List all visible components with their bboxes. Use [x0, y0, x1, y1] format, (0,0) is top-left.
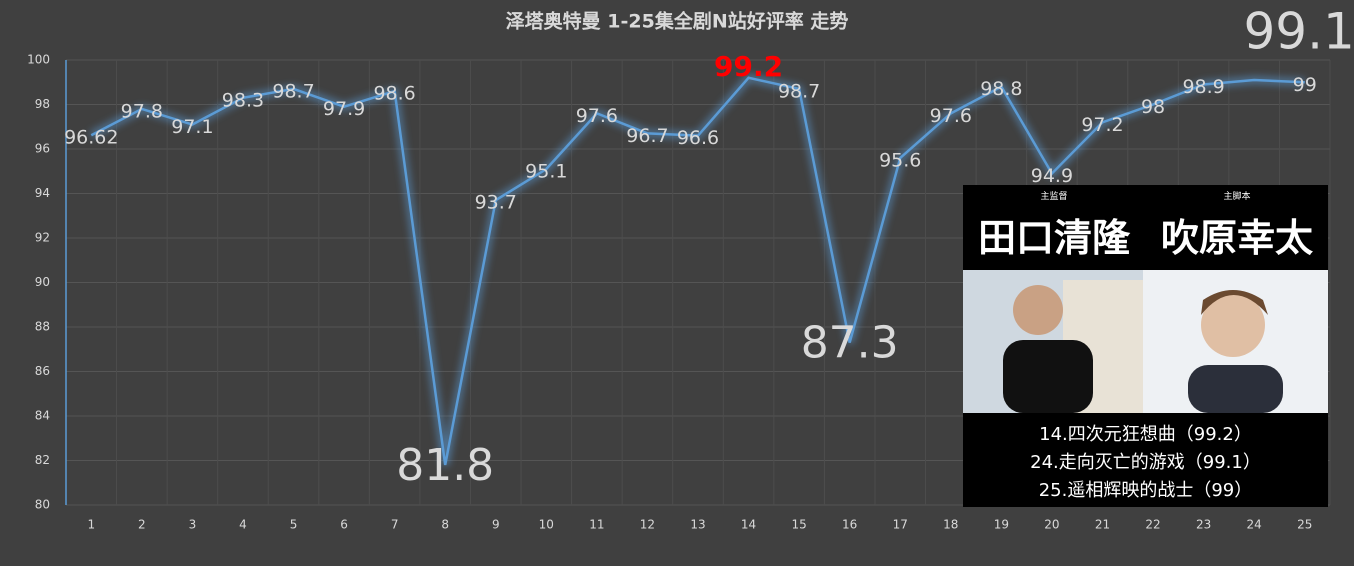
inset-panel: 主监督 主脚本 田口清隆 吹原幸太 14.四次元狂想曲（99.2） 24.走向灭…: [963, 185, 1328, 507]
x-tick-label: 20: [1044, 518, 1059, 532]
notes: 14.四次元狂想曲（99.2） 24.走向灭亡的游戏（99.1） 25.遥相辉映…: [963, 421, 1328, 505]
x-tick-label: 21: [1095, 518, 1110, 532]
note: 14.四次元狂想曲（99.2）: [1039, 424, 1252, 445]
photo: [963, 270, 1328, 413]
staff-name: 吹原幸太: [1160, 216, 1313, 260]
y-tick-label: 100: [27, 53, 50, 67]
y-tick-label: 94: [35, 186, 50, 200]
x-tick-label: 13: [690, 518, 705, 532]
x-tick-label: 19: [994, 518, 1009, 532]
line: [90, 76, 1305, 466]
x-tick-label: 12: [640, 518, 655, 532]
data-label: 98.7: [778, 80, 820, 102]
x-tick-label: 18: [943, 518, 958, 532]
data-label: 96.7: [626, 125, 668, 147]
x-tick-label: 5: [290, 518, 298, 532]
data-label: 95.1: [525, 161, 567, 183]
y-tick-label: 90: [35, 275, 50, 289]
data-label: 98.7: [272, 80, 314, 102]
data-label: 97.9: [323, 98, 365, 120]
y-tick-label: 98: [35, 97, 50, 111]
y-tick-label: 80: [35, 498, 50, 512]
x-tick-label: 16: [842, 518, 857, 532]
chart-title: 泽塔奥特曼 1-25集全剧N站好评率 走势: [506, 10, 849, 33]
staff-name: 田口清隆: [977, 216, 1130, 260]
x-tick-label: 10: [539, 518, 554, 532]
note: 25.遥相辉映的战士（99）: [1038, 480, 1253, 501]
x-tick-label: 4: [239, 518, 247, 532]
y-tick-label: 92: [35, 231, 50, 245]
data-label: 96.6: [677, 127, 719, 149]
data-label: 93.7: [475, 192, 517, 214]
x-tick-label: 17: [893, 518, 908, 532]
data-label: 98.8: [980, 78, 1022, 100]
x-tick-label: 15: [791, 518, 806, 532]
x-tick-label: 6: [340, 518, 348, 532]
data-label: 99.2: [714, 50, 783, 83]
data-label: 98: [1141, 96, 1165, 118]
role-label: 主脚本: [1223, 192, 1251, 202]
x-tick-label: 2: [138, 518, 146, 532]
x-tick-label: 24: [1247, 518, 1262, 532]
data-label: 81.8: [396, 440, 494, 491]
data-label: 97.1: [171, 116, 213, 138]
x-tick-label: 9: [492, 518, 500, 532]
data-label: 98.3: [222, 89, 264, 111]
y-tick-label: 96: [35, 142, 50, 156]
x-tick-label: 7: [391, 518, 399, 532]
data-label: 97.2: [1081, 114, 1123, 136]
x-tick-label: 1: [87, 518, 95, 532]
y-tick-label: 82: [35, 453, 50, 467]
y-tick-label: 86: [35, 364, 50, 378]
x-tick-label: 11: [589, 518, 604, 532]
data-label: 98.9: [1182, 76, 1224, 98]
data-label: 99: [1293, 74, 1317, 96]
x-tick-label: 3: [189, 518, 197, 532]
x-tick-label: 22: [1145, 518, 1160, 532]
y-tick-label: 84: [35, 409, 50, 423]
data-label: 95.6: [879, 149, 921, 171]
x-tick-label: 23: [1196, 518, 1211, 532]
note: 24.走向灭亡的游戏（99.1）: [1030, 452, 1261, 473]
x-tick-label: 14: [741, 518, 756, 532]
x-tick-label: 8: [441, 518, 449, 532]
x-tick-label: 25: [1297, 518, 1312, 532]
data-label: 97.6: [930, 105, 972, 127]
data-label: 96.62: [64, 127, 118, 149]
data-label: 98.6: [373, 83, 415, 105]
data-label: 94.9: [1031, 165, 1073, 187]
data-label: 87.3: [801, 318, 899, 369]
data-label: 99.1: [1243, 3, 1354, 61]
y-tick-label: 88: [35, 320, 50, 334]
data-label: 97.6: [576, 105, 618, 127]
role-label: 主监督: [1040, 192, 1068, 202]
data-label: 97.8: [121, 100, 163, 122]
